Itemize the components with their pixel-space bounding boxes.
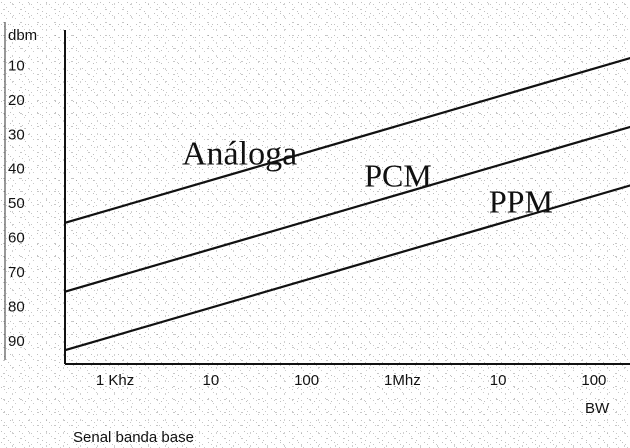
- y-tick-label: 70: [8, 264, 25, 281]
- x-tick-label: 100: [581, 372, 606, 389]
- y-axis-ticks: 10 20 30 40 50 60 70 80 90: [8, 57, 25, 349]
- y-tick-label: 20: [8, 92, 25, 109]
- x-axis-ticks: 1 Khz 10 100 1Mhz 10 100: [96, 372, 607, 389]
- y-tick-label: 30: [8, 126, 25, 143]
- y-tick-label: 50: [8, 195, 25, 212]
- x-tick-label: 10: [202, 372, 219, 389]
- series-label: PCM: [364, 157, 432, 193]
- series-labels: Análoga PCM PPM: [182, 136, 553, 220]
- series-line-1: [64, 56, 630, 224]
- y-tick-label: 80: [8, 298, 25, 315]
- x-tick-label: 1 Khz: [96, 372, 134, 389]
- series-label: Análoga: [182, 136, 297, 173]
- series-line-3: [64, 184, 630, 352]
- y-tick-label: 10: [8, 57, 25, 74]
- series-lines: [64, 56, 630, 352]
- x-tick-label: 10: [490, 372, 507, 389]
- y-tick-label: 90: [8, 333, 25, 350]
- x-tick-label: 100: [294, 372, 319, 389]
- x-tick-label: 1Mhz: [384, 372, 421, 389]
- y-axis-label: dbm: [8, 27, 37, 44]
- plot-frame: [4, 22, 630, 365]
- series-label: PPM: [489, 184, 553, 220]
- x-axis-label: BW: [585, 400, 610, 417]
- y-tick-label: 40: [8, 161, 25, 178]
- footnote: Senal banda base: [73, 429, 194, 446]
- series-line-2: [64, 125, 630, 293]
- y-tick-label: 60: [8, 230, 25, 247]
